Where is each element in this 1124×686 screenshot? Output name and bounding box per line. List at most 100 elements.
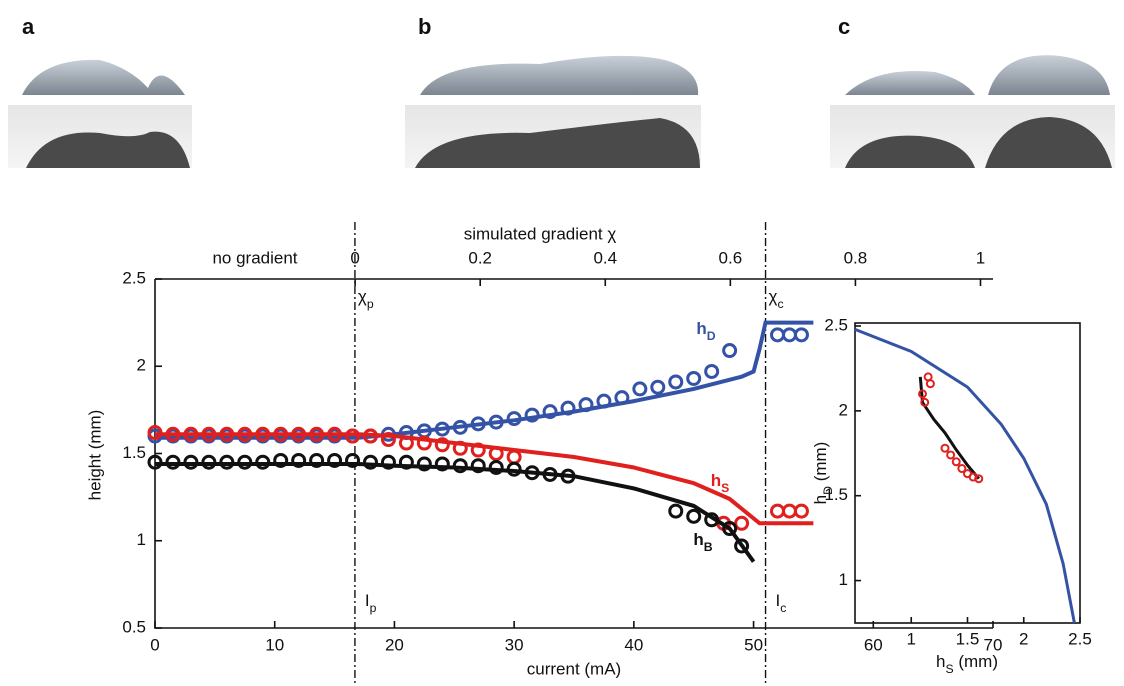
data-point — [542, 404, 558, 420]
x-axis-label: current (mA) — [527, 659, 621, 678]
transition-top-label: χc — [769, 287, 784, 311]
inset-y-tick-label: 2.5 — [824, 315, 848, 334]
y-tick-label: 0.5 — [122, 617, 146, 636]
data-point — [734, 515, 750, 531]
drop-images — [8, 55, 1115, 168]
data-point — [291, 452, 307, 468]
data-point — [722, 343, 738, 359]
x-tick-label: 0 — [150, 635, 159, 654]
x2-tick-label: 1 — [976, 248, 985, 267]
data-point — [506, 461, 522, 477]
data-point — [470, 458, 486, 474]
data-point — [219, 426, 235, 442]
data-point — [362, 454, 378, 470]
data-point — [273, 452, 289, 468]
x2-tick-label: 0.6 — [719, 248, 743, 267]
inset-point — [918, 389, 927, 399]
data-point — [781, 503, 797, 519]
x2-axis-label: simulated gradient χ — [464, 224, 617, 243]
x-tick-label: 20 — [385, 635, 404, 654]
inset-point — [920, 397, 930, 407]
data-point — [734, 538, 750, 554]
data-point — [291, 426, 307, 442]
inset-x-label-part: (mm) — [954, 652, 998, 671]
data-point — [560, 400, 576, 416]
transition-top-label: χp — [358, 287, 374, 311]
inset-y-label: hD (mm) — [811, 442, 835, 505]
inset-y-tick-label: 1.5 — [824, 485, 848, 504]
data-point — [147, 454, 163, 470]
data-point — [470, 442, 486, 458]
data-point — [686, 370, 702, 386]
transition-bottom-label: Ic — [776, 591, 787, 615]
data-point — [345, 452, 361, 468]
data-point — [434, 421, 450, 437]
data-point — [309, 426, 325, 442]
data-point — [668, 374, 684, 390]
x2-note: no gradient — [212, 248, 297, 267]
inset-y-tick-label: 1 — [839, 570, 848, 589]
data-point — [416, 435, 432, 451]
inset-y-label-part: (mm) — [811, 442, 830, 486]
data-point — [255, 454, 271, 470]
data-point — [470, 416, 486, 432]
model-line — [155, 462, 756, 563]
inset-x-label-part: h — [936, 652, 945, 671]
x-tick-label: 70 — [984, 635, 1003, 654]
data-point — [434, 437, 450, 453]
data-point — [380, 454, 396, 470]
data-point — [704, 512, 720, 528]
inset-point — [946, 450, 956, 460]
data-point — [201, 426, 217, 442]
inset-line — [854, 328, 1076, 624]
y-tick-label: 2 — [137, 356, 146, 375]
data-point — [398, 454, 414, 470]
data-point — [596, 393, 612, 409]
inset-point — [925, 379, 935, 389]
data-point — [165, 426, 181, 442]
data-point — [524, 407, 540, 423]
data-point — [488, 446, 504, 461]
data-point — [506, 411, 522, 427]
x-tick-label: 40 — [624, 635, 643, 654]
data-point — [183, 426, 199, 442]
x2-tick-label: 0.8 — [844, 248, 868, 267]
transition-bottom-label-part: p — [370, 601, 377, 615]
series-label: hS — [711, 471, 730, 495]
transition-bottom-label-part: c — [780, 601, 786, 615]
data-point — [722, 521, 738, 537]
data-point — [201, 454, 217, 470]
data-point — [327, 426, 343, 442]
inset-y-label-part: h — [811, 495, 830, 504]
data-point — [309, 452, 325, 468]
transition-top-label-part: c — [777, 297, 783, 311]
data-point — [255, 426, 271, 442]
inset-x-tick-label: 2.5 — [1068, 629, 1092, 648]
data-point — [770, 503, 786, 519]
data-point — [632, 381, 648, 397]
data-point — [237, 454, 253, 470]
inset-line — [918, 376, 980, 480]
data-point — [704, 363, 720, 379]
data-point — [237, 426, 253, 442]
series-label: hB — [693, 530, 712, 554]
transition-top-label-part: p — [367, 297, 374, 311]
data-point — [273, 426, 289, 442]
data-point — [614, 390, 630, 406]
inset-y-label-part: D — [821, 486, 835, 495]
data-point — [686, 508, 702, 524]
inset-point — [951, 457, 961, 467]
data-point — [542, 466, 558, 482]
data-point — [488, 414, 504, 430]
data-point — [770, 327, 786, 343]
inset-point — [940, 443, 950, 453]
series-label-part: h — [711, 471, 721, 490]
data-point — [452, 458, 468, 474]
x2-tick-label: 0.2 — [468, 248, 492, 267]
x-tick-label: 10 — [265, 635, 284, 654]
data-point — [362, 428, 378, 444]
series-label-part: h — [693, 530, 703, 549]
panel-label: c — [838, 14, 850, 39]
transition-bottom-label-part: I — [365, 591, 370, 610]
